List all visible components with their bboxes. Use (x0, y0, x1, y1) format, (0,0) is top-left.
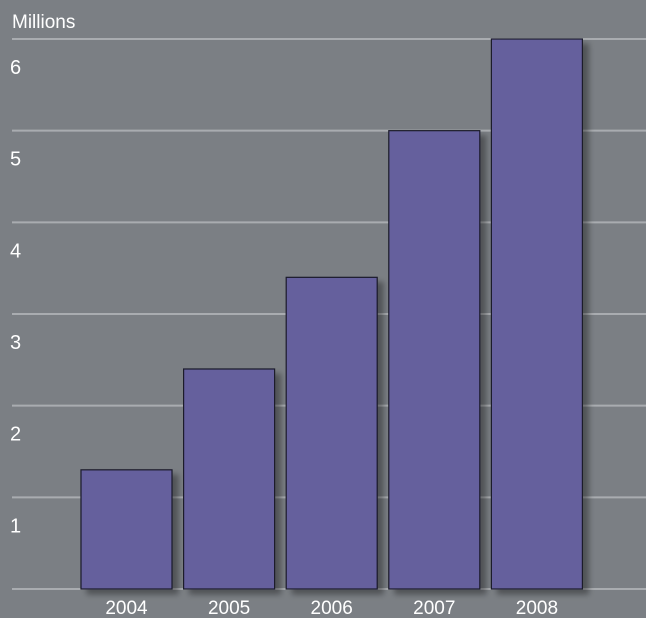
bar-2008 (490, 38, 583, 590)
y-tick-label: 5 (10, 149, 21, 171)
y-tick-label: 6 (10, 57, 21, 79)
y-tick-label: 4 (10, 240, 21, 262)
y-axis-unit-label: Millions (12, 12, 75, 33)
bar-2005 (183, 368, 276, 590)
y-tick-label: 2 (10, 424, 21, 446)
bars (80, 38, 583, 590)
y-tick-label: 3 (10, 332, 21, 354)
x-tick-label: 2004 (105, 598, 148, 618)
y-tick-labels: 1 2 3 4 5 6 (10, 57, 21, 537)
y-tick-label: 1 (10, 515, 21, 537)
x-tick-label: 2008 (516, 598, 558, 618)
x-tick-label: 2005 (208, 598, 250, 618)
bar-2004 (80, 469, 173, 590)
bar-2006 (285, 276, 378, 590)
x-tick-label: 2007 (413, 598, 455, 618)
bar-2007 (388, 130, 481, 590)
x-tick-label: 2006 (311, 598, 353, 618)
x-tick-labels: 2004 2005 2006 2007 2008 (105, 598, 558, 618)
